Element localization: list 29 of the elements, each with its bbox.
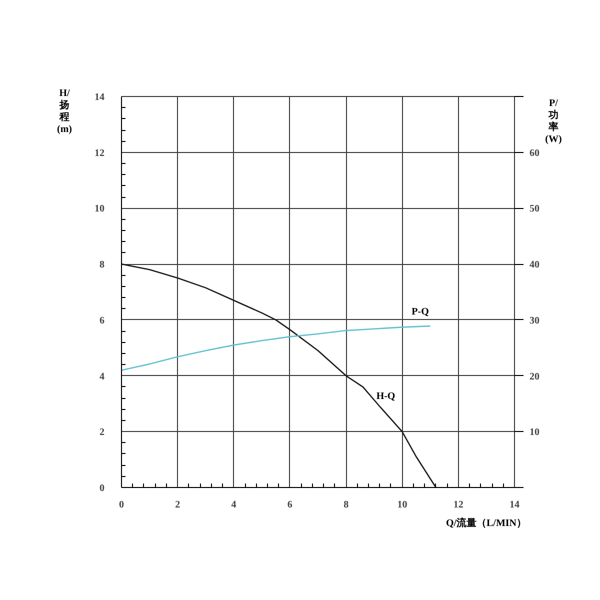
y-tick-label: 4	[100, 371, 104, 382]
y-tick-label: 8	[100, 260, 104, 271]
x-axis-title: Q/流量（L/MIN）	[446, 517, 527, 529]
y-tick-label: 0	[100, 483, 104, 494]
x-tick-label: 8	[344, 500, 349, 510]
y2-tick-label: 10	[530, 427, 540, 438]
x-tick-label: 10	[397, 500, 408, 510]
x-tick-label: 2	[175, 500, 180, 510]
x-tick-label: 0	[119, 500, 124, 510]
y-tick-label: 2	[100, 427, 104, 438]
y2-tick-label: 60	[530, 148, 540, 159]
y2-tick-label: 30	[530, 315, 540, 326]
y-tick-label: 14	[94, 92, 104, 103]
y2-tick-label: 20	[530, 371, 540, 382]
y-tick-label: 12	[94, 148, 104, 159]
x-tick-label: 4	[231, 500, 236, 510]
series-label: P-Q	[412, 306, 430, 318]
x-tick-label: 6	[287, 500, 292, 510]
y2-tick-label: 50	[530, 204, 540, 215]
series-label: H-Q	[376, 391, 396, 402]
y2-axis-title: P/功率(W)	[545, 98, 562, 145]
line-series	[120, 325, 431, 371]
y-tick-label: 6	[100, 315, 104, 326]
x-tick-label: 14	[510, 500, 520, 510]
line-series	[120, 263, 437, 488]
x-tick-label: 12	[453, 500, 464, 510]
y2-tick-label: 40	[530, 260, 540, 271]
y-tick-label: 10	[94, 204, 104, 215]
y-axis-title: H/扬程(m)	[57, 88, 72, 135]
